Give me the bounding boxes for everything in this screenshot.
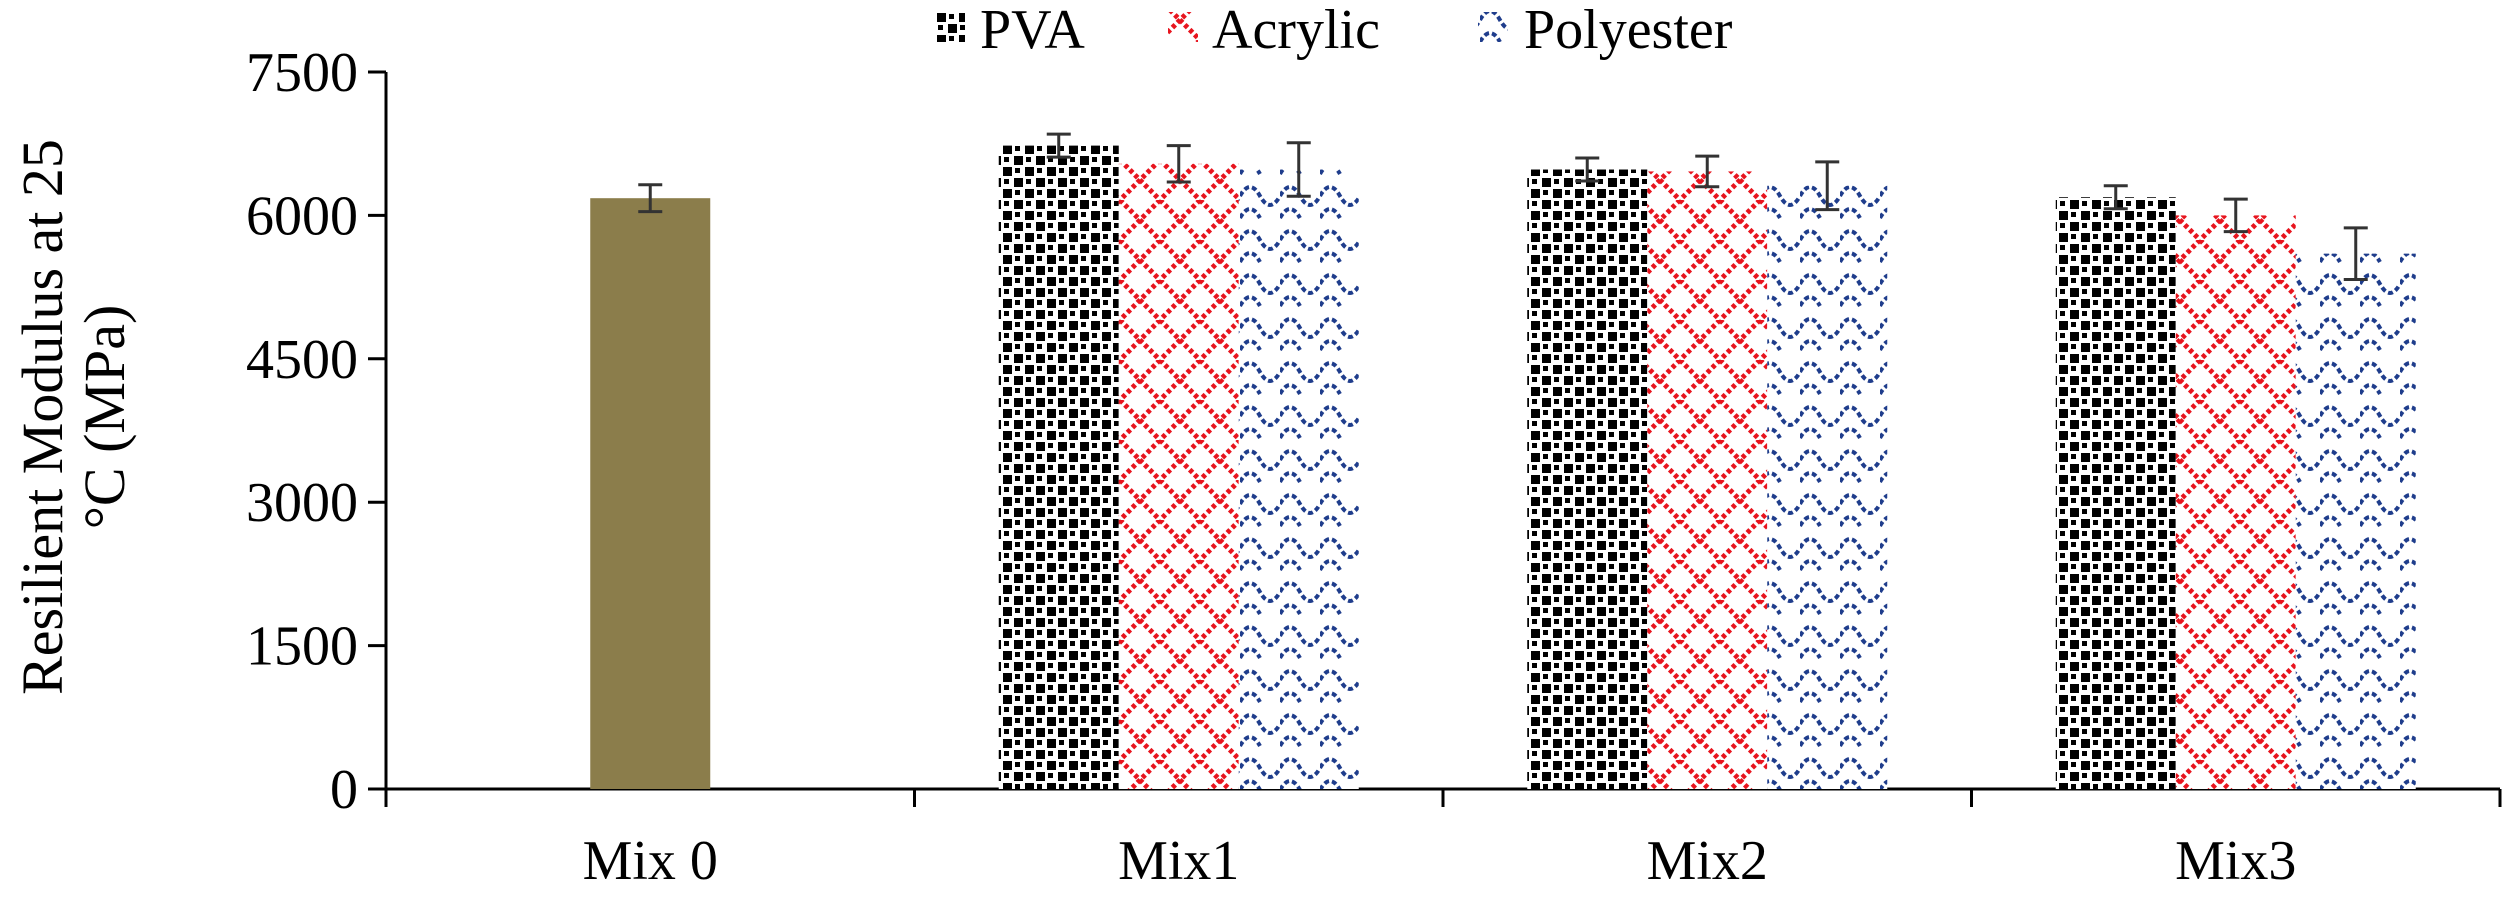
y-tick-label: 0 <box>330 759 358 821</box>
y-axis-title-line-2: °C (MPa) <box>72 305 137 530</box>
bar-polyester-mix2 <box>1767 185 1888 789</box>
y-axis-title-line-1: Resilient Modulus at 25 <box>10 139 75 695</box>
plot-area: 0 1500 3000 4500 6000 7500 Mix 0 Mix1 Mix2 Mix3 <box>246 42 2502 892</box>
bar-acrylic-mix1 <box>1118 163 1239 789</box>
legend-item-pva: PVA <box>935 0 1085 61</box>
bar-mix-0 <box>590 198 711 789</box>
legend-item-acrylic: Acrylic <box>1168 0 1380 61</box>
bar-pva-mix1 <box>998 145 1119 789</box>
legend-label-pva: PVA <box>980 0 1085 61</box>
x-category-label: Mix 0 <box>583 830 718 892</box>
bar-pva-mix2 <box>1527 169 1648 790</box>
bar-polyester-mix3 <box>2295 253 2416 789</box>
x-category-label: Mix1 <box>1118 830 1239 892</box>
legend-swatch-pva <box>935 12 965 42</box>
bar-acrylic-mix3 <box>2175 215 2296 789</box>
legend-swatch-acrylic <box>1168 12 1198 42</box>
x-category-label: Mix2 <box>1647 830 1768 892</box>
y-tick-label: 4500 <box>246 329 358 391</box>
legend-item-polyester: Polyester <box>1478 0 1733 61</box>
legend-swatch-polyester <box>1478 12 1508 42</box>
bar-polyester-mix1 <box>1238 169 1359 790</box>
bar-acrylic-mix2 <box>1647 171 1768 789</box>
y-tick-label: 6000 <box>246 185 358 247</box>
y-tick-label: 1500 <box>246 616 358 678</box>
legend-label-polyester: Polyester <box>1524 0 1733 61</box>
y-tick-label: 7500 <box>246 42 358 104</box>
legend: PVA Acrylic Polyester <box>935 0 1733 61</box>
legend-label-acrylic: Acrylic <box>1212 0 1380 61</box>
x-category-label: Mix3 <box>2175 830 2296 892</box>
y-axis-title: Resilient Modulus at 25 °C (MPa) <box>10 139 137 695</box>
y-tick-label: 3000 <box>246 472 358 534</box>
bar-pva-mix3 <box>2055 197 2176 790</box>
